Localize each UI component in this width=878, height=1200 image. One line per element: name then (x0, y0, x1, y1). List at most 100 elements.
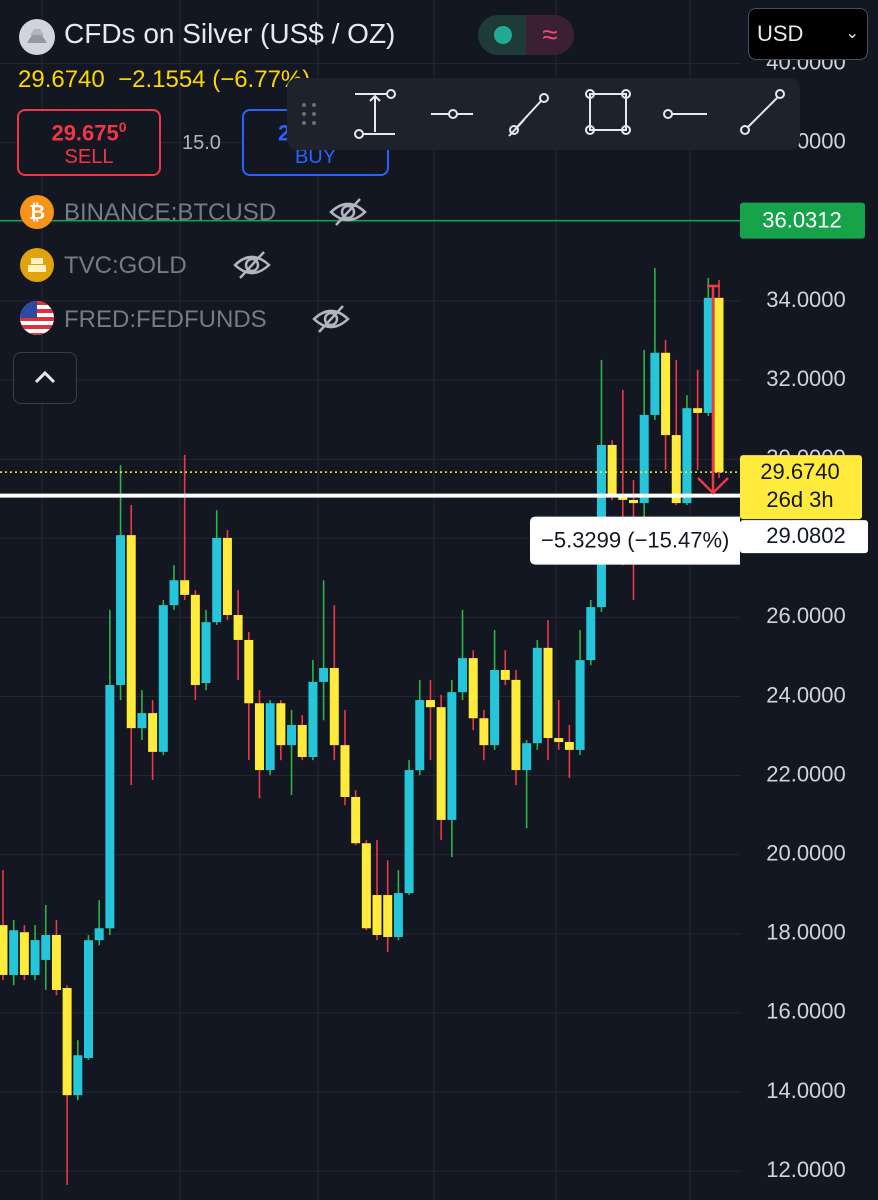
candle-body (169, 580, 179, 606)
candle-body (41, 935, 51, 960)
currency-select[interactable]: USD ⌄ (748, 8, 868, 60)
candle-body (511, 679, 521, 771)
candle-body (436, 707, 446, 820)
delay-icon: ≈ (526, 15, 574, 55)
alert-label-bg (740, 202, 865, 239)
candle-body (703, 297, 713, 413)
candle-body (276, 703, 286, 746)
y-tick-label: 24.0000 (766, 682, 846, 707)
candle-body (415, 700, 425, 771)
candle-body (522, 743, 532, 771)
indicator-label[interactable]: FRED:FEDFUNDS (64, 306, 267, 333)
tool-price-range[interactable] (354, 89, 396, 139)
btc-icon: ₿ (20, 195, 54, 229)
vertical-grid (41, 0, 691, 1200)
sell-price: 29.6750 (19, 119, 159, 146)
candle-body (116, 535, 126, 686)
y-tick-label: 32.0000 (766, 366, 846, 391)
chevron-up (34, 370, 56, 384)
tool-trend-segment[interactable] (508, 93, 549, 137)
candle-body (62, 988, 72, 1096)
candle-body (629, 499, 639, 504)
tool-horizontal-line[interactable] (663, 109, 707, 119)
candle-body (212, 537, 222, 623)
candle-body (618, 497, 628, 500)
candle-body (490, 670, 500, 746)
candle-body (468, 658, 478, 719)
sell-button[interactable]: 29.6750 SELL (17, 109, 161, 176)
y-tick-label: 18.0000 (766, 920, 846, 945)
gold-icon (20, 248, 54, 282)
tool-rectangle[interactable] (585, 89, 631, 135)
price-lines (0, 219, 740, 498)
candle-body (265, 703, 275, 771)
candle-body (9, 930, 19, 975)
tool-trend-line[interactable] (740, 89, 785, 135)
y-tick-label: 22.0000 (766, 761, 846, 786)
y-tick-label: 34.0000 (766, 287, 846, 312)
candle-body (671, 435, 681, 504)
candle-body (158, 605, 168, 752)
drag-handle (302, 103, 316, 125)
candle-body (447, 692, 457, 820)
symbol-icon (19, 19, 55, 55)
sell-label: SELL (64, 146, 114, 169)
candle-body (297, 724, 307, 758)
candle-body (393, 893, 403, 937)
candle-body (383, 895, 393, 937)
candle-body (586, 607, 596, 661)
price-labels: 36.0312 29.6740 26d 3h 29.0802 −5.3299 (−15.… (530, 202, 868, 565)
countdown-label: 26d 3h (766, 487, 833, 512)
candle-body (714, 297, 724, 473)
candle-body (682, 408, 692, 504)
tool-horizontal-ray[interactable] (431, 109, 473, 119)
candle-body (233, 615, 243, 640)
collapse-button[interactable] (13, 352, 77, 404)
us-flag-icon (20, 301, 54, 335)
toolbar-icons (302, 89, 785, 139)
candle-body (51, 935, 61, 990)
y-tick-label: 26.0000 (766, 603, 846, 628)
eye-hidden-toggle[interactable] (311, 303, 351, 335)
candle-body (148, 713, 158, 752)
candle-body (404, 770, 414, 894)
candles (0, 268, 724, 1185)
candle-body (180, 580, 190, 595)
candle-body (575, 660, 585, 750)
grid (0, 63, 740, 1172)
caret: ⌄ (845, 25, 859, 42)
candle-body (244, 639, 254, 704)
candle-body (543, 647, 553, 739)
price-change: −2.1554 (−6.77%) (118, 66, 311, 93)
svg-text:₿: ₿ (29, 200, 45, 224)
alert-label: 36.0312 (762, 207, 842, 232)
measure-tooltip-bg (530, 516, 740, 565)
candle-body (693, 408, 703, 413)
candle-body (532, 647, 542, 744)
candle-body (661, 352, 671, 436)
buy-label: BUY (294, 146, 337, 169)
eye-hidden-toggle[interactable] (232, 249, 272, 281)
symbol-title[interactable]: CFDs on Silver (US$ / OZ) (64, 18, 396, 49)
last-price: 29.6740 (18, 66, 105, 93)
indicator-label[interactable]: BINANCE:BTCUSD (64, 199, 277, 226)
measure-arrow (697, 284, 729, 495)
candle-body (0, 925, 8, 975)
candle-body (372, 895, 382, 936)
candle-body (361, 843, 371, 929)
indicator-label[interactable]: TVC:GOLD (64, 252, 187, 279)
candle-body (137, 713, 147, 729)
candle-body (554, 738, 564, 742)
measure-tooltip-text: −5.3299 (−15.47%) (541, 527, 729, 552)
market-status[interactable]: ≈ (478, 15, 574, 55)
candle-body (222, 537, 232, 616)
y-tick-label: 12.0000 (766, 1157, 846, 1182)
measure-price-label: 29.0802 (766, 523, 846, 548)
candle-body (83, 940, 93, 1059)
measure-price-label-bg (740, 520, 868, 554)
eye-hidden-toggle[interactable] (328, 196, 368, 228)
y-tick-label: 16.0000 (766, 999, 846, 1024)
candle-body (500, 670, 510, 680)
